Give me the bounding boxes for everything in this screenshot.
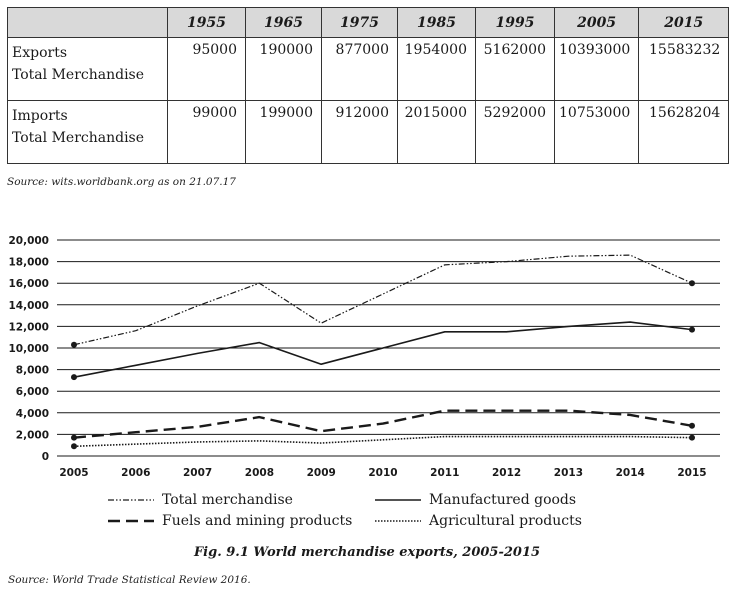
table-cell: 95000 xyxy=(167,37,246,101)
legend-label: Total merchandise xyxy=(162,492,293,508)
legend-label: Agricultural products xyxy=(429,513,582,529)
x-tick-label: 2007 xyxy=(183,467,212,479)
legend-item-total: Total merchandise xyxy=(108,490,293,510)
data-point xyxy=(71,443,77,450)
table-cell: 1954000 xyxy=(397,37,476,101)
x-tick-label: 2013 xyxy=(554,467,583,479)
header-corner-cell xyxy=(7,7,168,38)
series-line-3 xyxy=(73,435,693,448)
x-tick-label: 2011 xyxy=(430,467,459,479)
table-cell: 199000 xyxy=(245,100,322,164)
series-line-2 xyxy=(73,409,693,439)
line-chart: 0 2,000 4,000 6,000 8,000 10,000 12,000 14,000 1… xyxy=(8,235,720,479)
x-tick-label: 2012 xyxy=(492,467,521,479)
legend-label: Manufactured goods xyxy=(429,492,577,508)
table-cell: 15628204 xyxy=(638,100,730,164)
series-line-0 xyxy=(73,254,693,346)
table-cell: 10753000 xyxy=(553,100,640,164)
series-line-1 xyxy=(73,321,693,378)
data-point xyxy=(71,434,77,441)
row-label-line: Total Merchandise xyxy=(12,67,145,83)
legend-label: Fuels and mining products xyxy=(162,513,353,529)
year-header: 1965 xyxy=(245,7,322,38)
x-tick-label: 2008 xyxy=(245,467,274,479)
row-label-line: Total Merchandise xyxy=(12,130,145,146)
y-tick-label: 14,000 xyxy=(8,300,49,312)
y-tick-label: 20,000 xyxy=(8,235,49,247)
trade-table: 1955 1965 1975 1985 1995 2005 2015 Expor… xyxy=(7,7,730,164)
year-header: 2015 xyxy=(638,7,730,38)
year-header: 1975 xyxy=(321,7,398,38)
y-tick-label: 8,000 xyxy=(16,365,49,377)
x-tick-label: 2015 xyxy=(677,467,706,479)
table-header-row: 1955 1965 1975 1985 1995 2005 2015 xyxy=(7,7,730,38)
year-header: 1955 xyxy=(167,7,246,38)
table-cell: 2015000 xyxy=(397,100,476,164)
legend-swatch-dash-dot-dot xyxy=(108,499,154,501)
row-label: Imports Total Merchandise xyxy=(7,100,168,164)
table-cell: 877000 xyxy=(321,37,398,101)
y-tick-label: 2,000 xyxy=(16,429,49,441)
data-point xyxy=(689,280,695,287)
y-tick-label: 16,000 xyxy=(8,278,49,290)
year-header: 2005 xyxy=(553,7,640,38)
row-label: Exports Total Merchandise xyxy=(7,37,168,101)
legend-item-manufactured: Manufactured goods xyxy=(375,490,576,510)
table-source-note: Source: wits.worldbank.org as on 21.07.1… xyxy=(7,176,236,188)
legend-item-fuels: Fuels and mining products xyxy=(108,511,352,531)
legend-swatch-long-dash xyxy=(108,519,154,523)
y-tick-label: 0 xyxy=(42,451,49,463)
figure-caption: Fig. 9.1 World merchandise exports, 2005… xyxy=(193,545,541,560)
table-cell: 15583232 xyxy=(638,37,730,101)
data-point xyxy=(689,422,695,429)
data-point xyxy=(71,374,77,381)
table-row-exports: Exports Total Merchandise 95000 190000 8… xyxy=(7,37,730,101)
row-label-line: Exports xyxy=(12,45,68,61)
legend-item-agricultural: Agricultural products xyxy=(375,511,582,531)
y-tick-label: 12,000 xyxy=(8,321,49,333)
row-label-line: Imports xyxy=(12,108,68,124)
y-tick-label: 6,000 xyxy=(16,386,49,398)
year-header: 1985 xyxy=(397,7,476,38)
table-cell: 190000 xyxy=(245,37,322,101)
year-header: 1995 xyxy=(475,7,555,38)
x-tick-label: 2010 xyxy=(368,467,397,479)
chart-source-note: Source: World Trade Statistical Review 2… xyxy=(8,574,251,586)
legend-swatch-dotted xyxy=(375,520,421,522)
y-tick-label: 10,000 xyxy=(8,343,49,355)
y-tick-label: 4,000 xyxy=(16,408,49,420)
y-tick-label: 18,000 xyxy=(8,257,49,269)
x-tick-label: 2006 xyxy=(121,467,150,479)
table-cell: 912000 xyxy=(321,100,398,164)
data-point xyxy=(71,341,77,348)
table-cell: 5162000 xyxy=(475,37,555,101)
x-tick-label: 2014 xyxy=(616,467,645,479)
x-tick-label: 2005 xyxy=(59,467,88,479)
legend-swatch-solid xyxy=(375,499,421,501)
table-row-imports: Imports Total Merchandise 99000 199000 9… xyxy=(7,100,730,164)
data-point xyxy=(689,326,695,333)
table-cell: 99000 xyxy=(167,100,246,164)
table-cell: 10393000 xyxy=(553,37,640,101)
data-point xyxy=(689,434,695,441)
table-cell: 5292000 xyxy=(475,100,555,164)
x-tick-label: 2009 xyxy=(307,467,336,479)
